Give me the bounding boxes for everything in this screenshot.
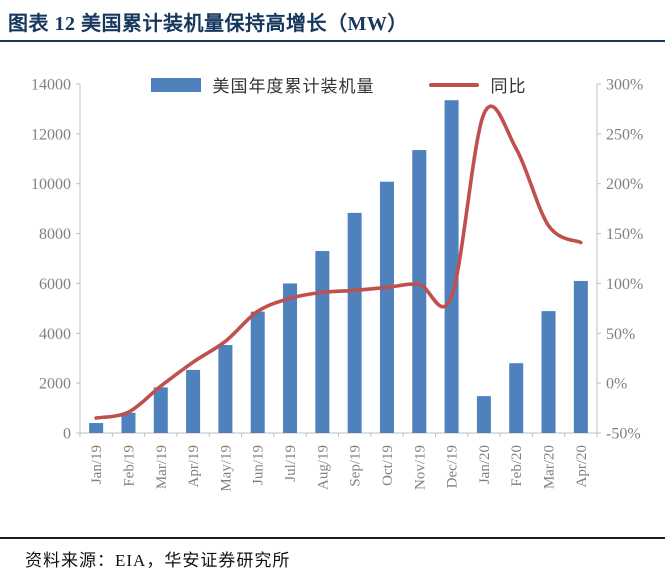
x-axis-category-label: Apr/19 [186, 445, 202, 488]
right-axis-tick-label: 0% [606, 376, 627, 393]
footer-divider [0, 537, 665, 539]
chart-legend: 美国年度累计装机量 同比 [80, 72, 597, 97]
x-axis-category-label: Aug/19 [315, 445, 331, 490]
x-axis-category-label: Oct/19 [380, 445, 396, 486]
x-axis-category-label: Feb/20 [509, 445, 525, 487]
x-axis-category-label: Jun/19 [251, 445, 267, 485]
right-axis-tick-label: 50% [606, 326, 635, 343]
left-axis-tick-label: 6000 [39, 276, 71, 293]
x-axis-category-label: Apr/20 [574, 445, 590, 488]
bar-Apr/19 [186, 369, 201, 433]
right-axis-tick-label: 300% [606, 77, 643, 94]
x-axis-category-label: Sep/19 [348, 445, 364, 487]
bar-Mar/19 [153, 387, 168, 433]
right-axis-tick-label: 250% [606, 126, 643, 143]
bar-Mar/20 [541, 311, 556, 433]
left-axis-tick-label: 2000 [39, 376, 71, 393]
line-series-swatch [428, 82, 479, 87]
bar-Dec/19 [444, 100, 459, 434]
left-axis-tick-label: 4000 [39, 326, 71, 343]
title-divider [0, 40, 665, 42]
bar-series-swatch [150, 77, 201, 92]
left-axis-tick-label: 8000 [39, 226, 71, 243]
right-axis-tick-label: -50% [606, 426, 641, 443]
plot-area: 0 2000 4000 6000 8000 10000 12000 14000 -50% 0% 50… [31, 77, 643, 492]
bar-Oct/19 [379, 181, 394, 433]
x-axis-category-label: Feb/19 [121, 445, 137, 487]
x-axis-category-label: Mar/19 [154, 445, 170, 489]
left-axis-tick-label: 12000 [31, 126, 71, 143]
left-axis-tick-label: 10000 [31, 176, 71, 193]
bar-Apr/20 [573, 280, 588, 433]
figure-title: 图表 12 美国累计装机量保持高增长（MW） [8, 13, 408, 35]
combo-chart: 0 2000 4000 6000 8000 10000 12000 14000 -50% 0% 50… [0, 46, 665, 531]
bar-Aug/19 [315, 251, 330, 433]
right-axis-tick-label: 200% [606, 176, 643, 193]
bar-Feb/20 [509, 363, 524, 433]
x-axis-category-label: Jul/19 [283, 445, 299, 482]
yoy-line [94, 104, 583, 420]
left-axis-tick-label: 0 [63, 426, 71, 443]
bar-Jul/19 [283, 283, 298, 433]
x-axis-category-label: Jan/19 [89, 445, 105, 484]
source-note: 资料来源：EIA，华安证券研究所 [25, 551, 291, 570]
legend-label: 美国年度累计装机量 [212, 77, 375, 96]
bar-Sep/19 [347, 212, 362, 433]
legend-label: 同比 [490, 77, 527, 96]
left-axis-tick-label: 14000 [31, 77, 71, 94]
legend-item-installed: 美国年度累计装机量 [150, 72, 375, 97]
x-axis-category-label: Mar/20 [542, 445, 558, 489]
x-axis-category-label: Dec/19 [445, 445, 461, 488]
bar-Feb/19 [121, 412, 136, 433]
bar-Jan/19 [89, 423, 104, 433]
bar-Jun/19 [250, 311, 265, 433]
right-axis-tick-label: 100% [606, 276, 643, 293]
bar-May/19 [218, 345, 233, 433]
x-axis-category-label: May/19 [218, 445, 234, 492]
legend-item-yoy: 同比 [428, 72, 527, 97]
bar-Nov/19 [412, 150, 427, 433]
x-axis-category-label: Jan/20 [477, 445, 493, 484]
bar-Jan/20 [476, 396, 491, 433]
right-axis-tick-label: 150% [606, 226, 643, 243]
x-axis-category-label: Nov/19 [412, 445, 428, 490]
